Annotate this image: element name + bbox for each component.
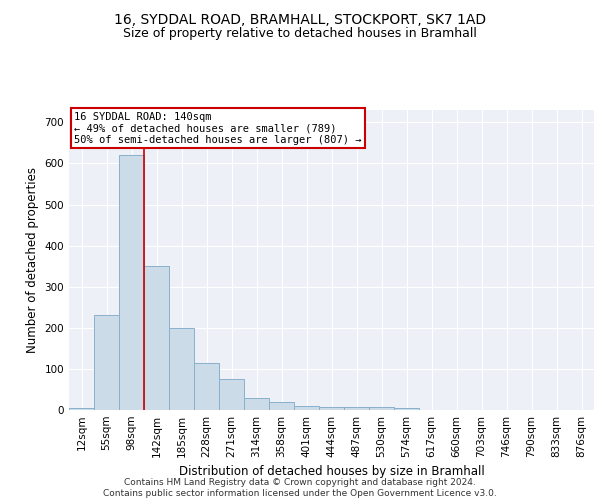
- Bar: [394, 408, 419, 410]
- Bar: [69, 408, 94, 410]
- Bar: [244, 398, 269, 410]
- X-axis label: Distribution of detached houses by size in Bramhall: Distribution of detached houses by size …: [179, 466, 484, 478]
- Text: Size of property relative to detached houses in Bramhall: Size of property relative to detached ho…: [123, 28, 477, 40]
- Bar: [219, 379, 244, 410]
- Bar: [369, 407, 394, 410]
- Bar: [194, 362, 219, 410]
- Text: 16, SYDDAL ROAD, BRAMHALL, STOCKPORT, SK7 1AD: 16, SYDDAL ROAD, BRAMHALL, STOCKPORT, SK…: [114, 12, 486, 26]
- Bar: [344, 406, 369, 410]
- Bar: [319, 406, 344, 410]
- Bar: [94, 316, 119, 410]
- Bar: [144, 266, 169, 410]
- Text: Contains HM Land Registry data © Crown copyright and database right 2024.
Contai: Contains HM Land Registry data © Crown c…: [103, 478, 497, 498]
- Bar: [169, 328, 194, 410]
- Bar: [269, 402, 294, 410]
- Bar: [119, 155, 144, 410]
- Text: 16 SYDDAL ROAD: 140sqm
← 49% of detached houses are smaller (789)
50% of semi-de: 16 SYDDAL ROAD: 140sqm ← 49% of detached…: [74, 112, 362, 144]
- Bar: [294, 406, 319, 410]
- Y-axis label: Number of detached properties: Number of detached properties: [26, 167, 39, 353]
